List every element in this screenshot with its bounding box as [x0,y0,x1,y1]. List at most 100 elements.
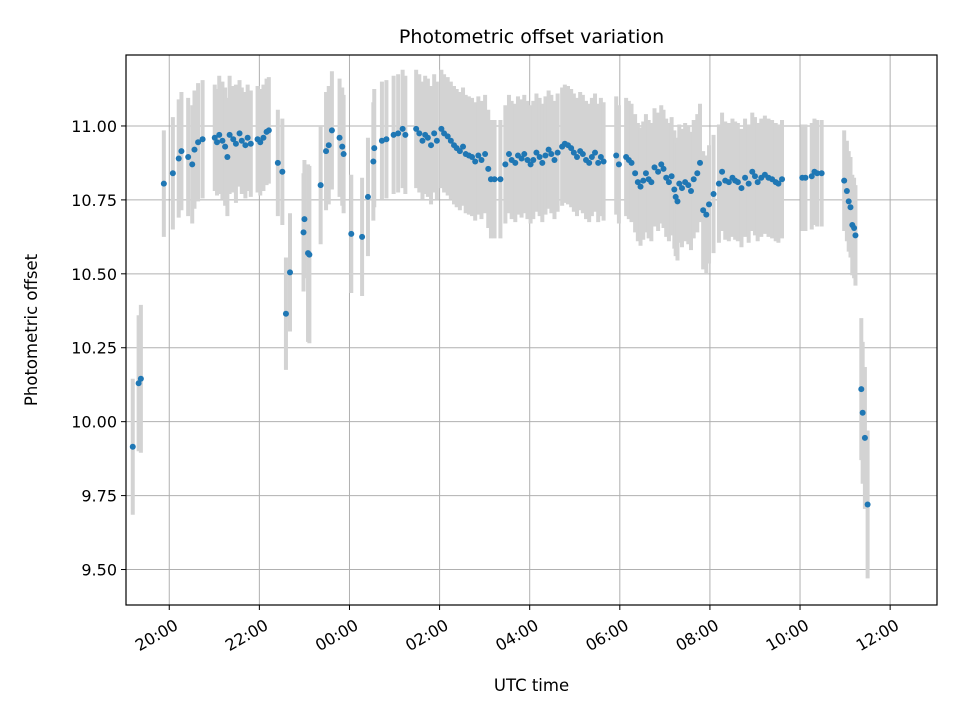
data-point [588,154,595,161]
data-point [444,133,451,140]
data-point [592,149,599,156]
data-point [328,127,335,134]
y-axis-title: Photometric offset [22,253,41,406]
data-point [858,386,865,393]
data-point [199,136,206,143]
data-point [586,159,593,166]
data-point [282,310,289,317]
y-tick-label: 10.25 [71,339,117,358]
data-point [274,159,281,166]
data-point [548,151,555,158]
data-point [775,180,782,187]
data-point [719,168,726,175]
data-point [301,216,308,223]
data-point [460,143,467,150]
data-point [676,180,683,187]
data-point [861,434,868,441]
y-axis-ticks: 9.50 9.75 10.00 10.25 10.50 10.75 11.00 [71,117,126,580]
data-point [745,180,752,187]
y-tick-label: 10.75 [71,191,117,210]
data-point [447,137,454,144]
data-point [469,154,476,161]
data-point [734,179,741,186]
data-point [257,139,264,146]
y-tick-label: 11.00 [71,117,117,136]
data-point [818,170,825,177]
data-point [570,149,577,156]
data-point [390,131,397,138]
data-point [808,173,815,180]
data-point [574,154,581,161]
data-point [279,168,286,175]
data-point [554,149,561,156]
data-point [568,145,575,152]
data-point [851,224,858,231]
data-point [536,154,543,161]
data-point [428,142,435,149]
data-point [317,182,324,189]
data-point [671,186,678,193]
data-point [845,198,852,205]
data-point [595,159,602,166]
data-point [660,165,667,172]
data-point [191,146,198,153]
data-point [232,140,239,147]
data-point [433,137,440,144]
data-point [491,176,498,183]
data-point [224,154,231,161]
data-point [632,170,639,177]
data-point [424,134,431,141]
data-point [402,131,409,138]
data-point [687,188,694,195]
data-point [710,190,717,197]
data-point [175,155,182,162]
data-point [655,168,662,175]
data-point [642,170,649,177]
data-point [399,125,406,132]
data-point [690,176,697,183]
data-point [658,161,665,168]
data-point [651,164,658,171]
y-tick-label: 10.00 [71,413,117,432]
data-point [485,165,492,172]
data-point [339,143,346,150]
data-point [512,159,519,166]
data-point [843,188,850,195]
data-point [847,204,854,211]
data-point [214,139,221,146]
data-point [456,148,463,155]
data-point [478,156,485,163]
data-point [287,269,294,276]
data-point [195,139,202,146]
data-point [244,134,251,141]
data-point [613,152,620,159]
data-point [668,173,675,180]
data-point [864,501,871,508]
data-point [211,134,218,141]
data-point [738,185,745,192]
data-point [475,152,482,159]
data-point [754,179,761,186]
data-point [685,182,692,189]
data-point [542,152,549,159]
data-point [725,179,732,186]
data-point [364,193,371,200]
data-point [634,179,641,186]
data-point [678,185,685,192]
data-point [615,161,622,168]
data-point [703,211,710,218]
data-point [749,168,756,175]
data-point [518,155,525,162]
data-point [502,161,509,168]
data-point [472,158,479,165]
plot-frame [125,54,938,606]
data-point [545,146,552,153]
data-point [236,130,243,137]
data-point [260,134,267,141]
data-point [779,176,786,183]
data-point [521,151,528,158]
data-point [336,134,343,141]
data-point [859,409,866,416]
data-point [551,156,558,163]
data-point [852,232,859,239]
